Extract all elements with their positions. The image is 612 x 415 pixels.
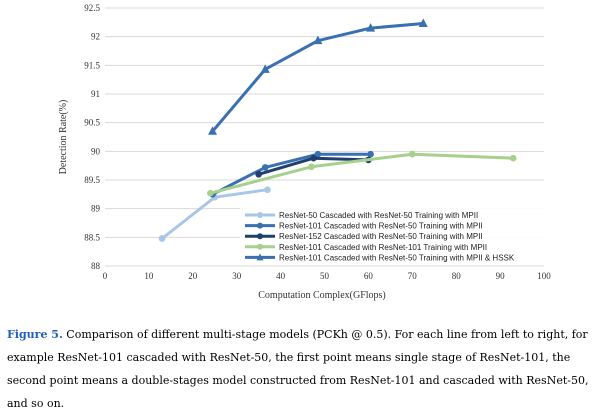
series-line (211, 152, 371, 196)
y-tick-label: 90.5 (84, 118, 100, 128)
legend-swatch-marker (257, 233, 263, 240)
legend-swatch-marker (257, 222, 263, 229)
data-point (366, 23, 376, 32)
data-point (418, 18, 428, 27)
axes: 88 88.5 89 89.5 90 90.5 91 91.5 92 92.5 0 10 20 30 40 5… (84, 3, 551, 281)
y-tick-label: 88.5 (84, 232, 100, 242)
x-tick-label: 10 (144, 271, 154, 281)
y-axis-label: Detection Rate(%) (58, 100, 69, 175)
y-tick-label: 91 (91, 89, 100, 99)
series-line (210, 152, 514, 195)
x-tick-label: 30 (232, 271, 242, 281)
data-point (310, 154, 317, 162)
y-tick-label: 89 (91, 204, 101, 214)
data-point (208, 126, 218, 135)
x-axis-label: Computation Complex(GFlops) (258, 290, 386, 301)
legend-label: ResNet-101 Cascaded with ResNet-50 Train… (279, 222, 483, 231)
data-point (308, 163, 315, 171)
y-tick-label: 89.5 (84, 175, 100, 185)
y-tick-label: 91.5 (84, 60, 100, 70)
y-tick-label: 92.5 (84, 3, 100, 13)
legend-label: ResNet-101 Cascaded with ResNet-101 Trai… (279, 243, 487, 252)
chart: 88 88.5 89 89.5 90 90.5 91 91.5 92 92.5 0 10 20 30 40 5… (58, 3, 551, 301)
legend-label: ResNet-152 Cascaded with ResNet-50 Train… (279, 232, 483, 241)
x-tick-label: 0 (103, 271, 108, 281)
x-tick-label: 90 (496, 271, 506, 281)
legend-label: ResNet-101 Cascaded with ResNet-50 Train… (279, 253, 515, 262)
x-tick-label: 80 (452, 271, 462, 281)
data-point (264, 186, 271, 194)
y-tick-label: 88 (91, 261, 101, 271)
x-tick-label: 70 (408, 271, 418, 281)
figure-label: Figure 5. (7, 328, 63, 341)
data-point (260, 64, 270, 73)
x-tick-label: 40 (276, 271, 286, 281)
figure-caption: Figure 5. Comparison of different multi-… (7, 323, 607, 415)
y-tick-label: 92 (91, 32, 100, 42)
data-point (409, 150, 416, 158)
data-point (509, 154, 517, 162)
x-tick-label: 50 (320, 271, 330, 281)
grid-lines (105, 7, 544, 267)
x-tick-label: 20 (188, 271, 198, 281)
series-layer (158, 18, 517, 242)
y-tick-label: 90 (91, 146, 101, 156)
legend-box (240, 208, 545, 264)
x-tick-label: 100 (537, 271, 551, 281)
data-point (207, 189, 214, 197)
data-point (261, 164, 269, 171)
data-point (314, 150, 322, 158)
data-point (313, 35, 323, 45)
legend-swatch-marker (256, 253, 264, 261)
x-tick-label: 60 (364, 271, 374, 281)
legend-swatch-marker (257, 243, 263, 250)
data-point (158, 235, 166, 242)
legend-label: ResNet-50 Cascaded with ResNet-50 Traini… (279, 211, 478, 220)
data-point (367, 150, 374, 158)
legend: ResNet-50 Cascaded with ResNet-50 Traini… (240, 208, 545, 264)
caption-text: Comparison of different multi-stage mode… (7, 328, 589, 410)
legend-swatch-marker (257, 212, 263, 218)
data-point (255, 170, 262, 178)
